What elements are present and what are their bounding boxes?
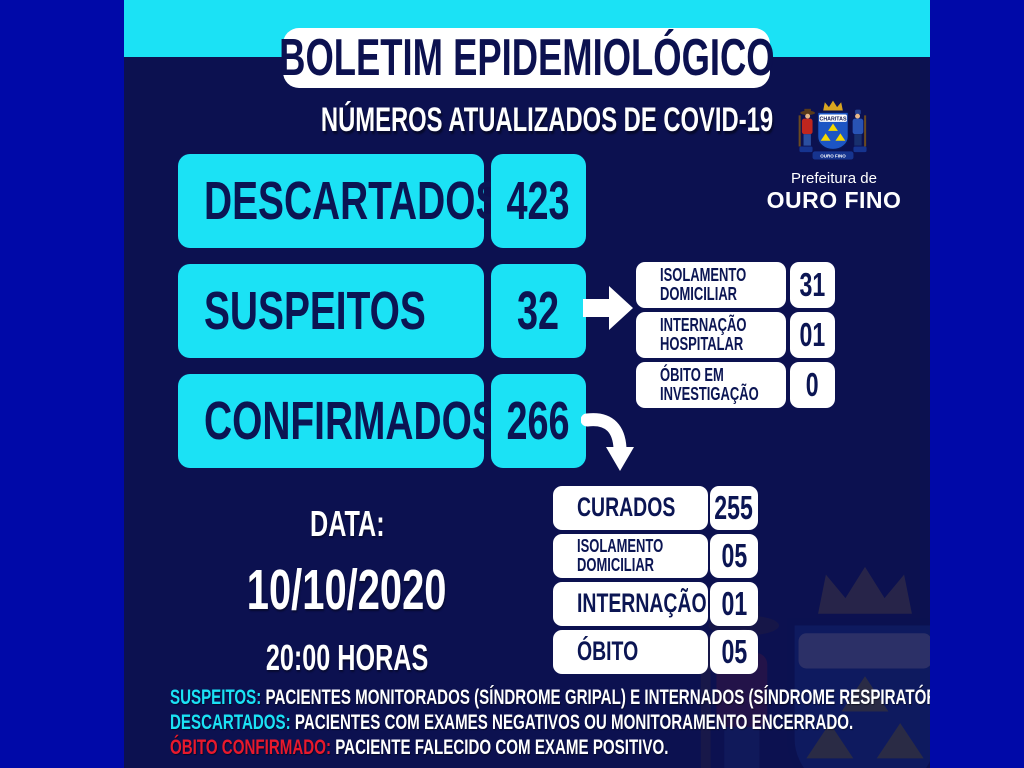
page-subtitle: NÚMEROS ATUALIZADOS DE COVID-19 [320, 101, 774, 139]
confirmados-isolamento-label: ISOLAMENTO DOMICILIAR [553, 534, 708, 578]
confirmados-curados-label: CURADOS [553, 486, 708, 530]
confirmados-obito-label: ÓBITO [553, 630, 708, 674]
stat-confirmados-value: 266 [491, 374, 586, 468]
confirmados-internacao-label: INTERNAÇÃO [553, 582, 708, 626]
stat-suspeitos-value: 32 [491, 264, 586, 358]
date-block: DATA: 10/10/2020 20:00 HORAS [197, 503, 497, 679]
org-line2: OURO FINO [766, 187, 902, 213]
coat-of-arms: CHARITAS OURO FINO [798, 100, 867, 160]
confirmados-curados-value: 255 [710, 486, 758, 530]
suspeitos-internacao-value: 01 [790, 312, 835, 358]
title-banner: BOLETIM EPIDEMIOLÓGICO [279, 28, 774, 88]
page-title: BOLETIM EPIDEMIOLÓGICO [278, 29, 775, 87]
right-arrow-icon [583, 286, 633, 330]
confirmados-internacao-value: 01 [710, 582, 758, 626]
time-value: 20:00 HORAS [265, 637, 429, 678]
legend-descartados: DESCARTADOS: PACIENTES COM EXAMES NEGATI… [170, 711, 854, 734]
suspeitos-isolamento-label: ISOLAMENTO DOMICILIAR [636, 262, 786, 308]
org-name: Prefeitura de OURO FINO [754, 170, 914, 214]
legend-suspeitos: SUSPEITOS: PACIENTES MONITORADOS (SÍNDRO… [170, 686, 930, 709]
curved-down-arrow-icon [581, 413, 634, 471]
suspeitos-internacao-label: INTERNAÇÃO HOSPITALAR [636, 312, 786, 358]
confirmados-obito-value: 05 [710, 630, 758, 674]
org-line1: Prefeitura de [791, 170, 877, 187]
date-label: DATA: [309, 503, 385, 544]
date-value: 10/10/2020 [247, 558, 447, 622]
crest-motto: CHARITAS [820, 117, 847, 123]
suspeitos-isolamento-value: 31 [790, 262, 835, 308]
legend: SUSPEITOS: PACIENTES MONITORADOS (SÍNDRO… [170, 686, 930, 761]
stat-confirmados-label: CONFIRMADOS [178, 374, 498, 468]
stat-suspeitos-label: SUSPEITOS [178, 264, 484, 358]
stat-descartados-value: 423 [491, 154, 586, 248]
legend-obito-confirmado: ÓBITO CONFIRMADO: PACIENTE FALECIDO COM … [170, 736, 669, 759]
suspeitos-obito-value: 0 [790, 362, 835, 408]
crest-banner: OURO FINO [820, 154, 846, 159]
main-panel: BOLETIM EPIDEMIOLÓGICO NÚMEROS ATUALIZAD… [124, 0, 930, 768]
suspeitos-obito-label: ÓBITO EM INVESTIGAÇÃO [636, 362, 786, 408]
stat-descartados-label: DESCARTADOS [178, 154, 501, 248]
confirmados-isolamento-value: 05 [710, 534, 758, 578]
